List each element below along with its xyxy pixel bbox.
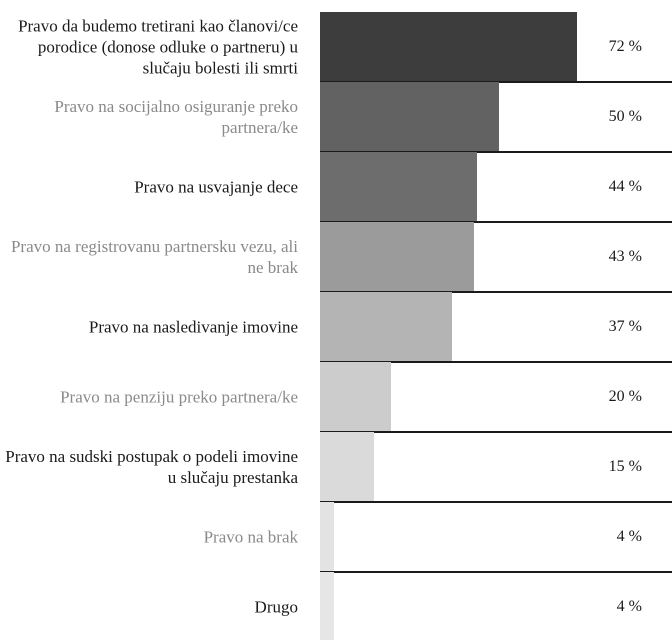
category-label: Pravo na usvajanje dece [134,177,298,197]
bar [320,292,452,361]
row-divider [320,151,672,153]
value-label: 43 % [608,248,642,265]
value-label: 44 % [608,178,642,195]
row-divider [320,361,672,363]
category-label: Pravo na penziju preko partnera/ke [60,387,298,407]
bar [320,152,477,221]
bar [320,502,334,571]
value-label: 37 % [608,318,642,335]
category-label: Pravo na socijalno osiguranje preko part… [54,97,298,137]
row-divider [320,291,672,293]
bar [320,12,577,81]
bar [320,362,391,431]
bar [320,82,499,151]
value-label: 4 % [616,528,642,545]
category-label: Drugo [254,597,298,617]
value-label: 72 % [608,38,642,55]
value-label: 50 % [608,108,642,125]
row-divider [320,431,672,433]
value-label: 15 % [608,458,642,475]
value-label: 4 % [616,598,642,615]
bar [320,572,334,640]
category-label: Pravo da budemo tretirani kao članovi/ce… [18,16,298,78]
category-label: Pravo na registrovanu partnersku vezu, a… [10,237,298,277]
bar [320,222,474,291]
row-divider [320,571,672,573]
category-label: Pravo na sudski postupak o podeli imovin… [5,447,298,487]
category-label: Pravo na nasledivanje imovine [88,317,298,337]
row-divider [320,501,672,503]
row-divider [320,221,672,223]
value-label: 20 % [608,388,642,405]
bar [320,432,374,501]
category-label: Pravo na brak [203,527,298,547]
